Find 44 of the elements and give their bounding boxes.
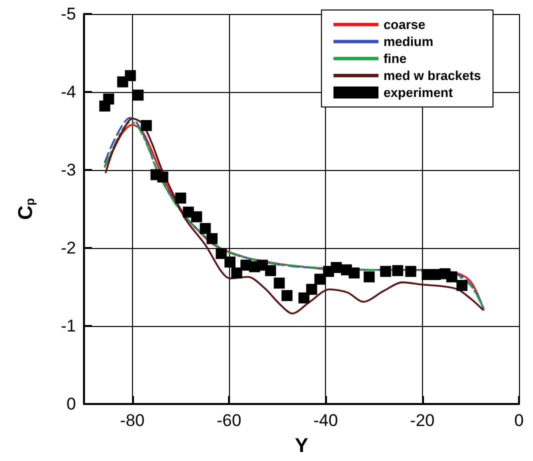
x-tick-label: -60: [216, 411, 242, 430]
y-tick-label: -4: [60, 82, 76, 102]
point: [456, 280, 468, 291]
point: [231, 267, 242, 278]
point: [348, 267, 360, 278]
point: [206, 233, 218, 244]
y-tick-label: -3: [60, 160, 76, 180]
point: [405, 266, 416, 277]
point: [380, 266, 392, 277]
point: [216, 248, 227, 259]
x-axis-title: Y: [294, 435, 309, 457]
point: [306, 284, 318, 295]
point: [124, 70, 136, 82]
y-tick-label: -5: [60, 4, 76, 24]
legend-label: fine: [383, 51, 407, 66]
point: [157, 172, 168, 183]
point: [103, 94, 114, 105]
point: [224, 256, 236, 268]
x-tick-label: -20: [410, 411, 435, 430]
point: [175, 192, 186, 204]
x-tick-label: -80: [120, 411, 145, 430]
point: [191, 211, 202, 222]
legend-label: med w brackets: [383, 68, 481, 83]
legend-label: experiment: [383, 85, 454, 100]
x-tick-label: -40: [313, 411, 338, 430]
point: [298, 292, 310, 304]
point: [132, 90, 144, 101]
point: [265, 265, 276, 276]
point: [392, 265, 404, 276]
y-tick-label: -1: [60, 316, 76, 336]
point: [200, 223, 211, 234]
point: [314, 274, 326, 285]
point: [446, 271, 458, 282]
point: [140, 120, 152, 132]
point: [364, 271, 375, 282]
point: [330, 262, 342, 273]
legend-label: medium: [383, 34, 434, 49]
y-tick-label: 0: [66, 394, 76, 414]
point: [274, 278, 285, 289]
point: [282, 290, 292, 302]
x-tick-label: 0: [514, 411, 524, 430]
y-tick-label: -2: [60, 238, 76, 258]
y-axis-title: Cp: [15, 198, 37, 220]
legend-label: coarse: [383, 17, 426, 32]
